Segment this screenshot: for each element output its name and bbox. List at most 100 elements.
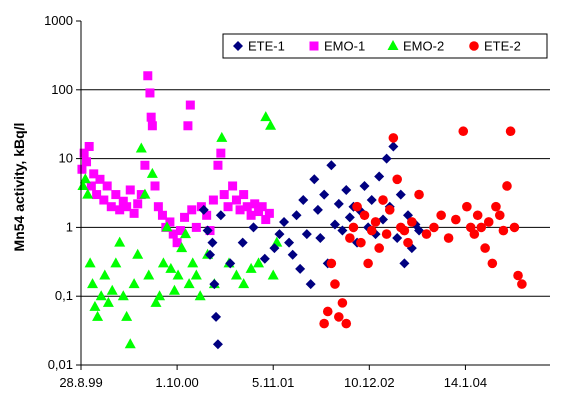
data-point <box>363 258 373 269</box>
data-point <box>140 160 150 170</box>
data-point <box>374 171 385 182</box>
data-point <box>216 131 228 142</box>
data-point <box>395 189 406 200</box>
data-point <box>388 133 399 143</box>
data-point <box>133 199 143 209</box>
data-point <box>267 269 279 280</box>
data-point <box>330 279 340 289</box>
legend-label: EMO-1 <box>324 39 365 54</box>
data-point <box>245 262 257 273</box>
data-point <box>187 205 197 215</box>
data-point <box>172 269 184 280</box>
data-point <box>505 126 516 137</box>
data-point <box>231 195 241 205</box>
data-point <box>175 226 185 236</box>
data-point <box>260 111 272 122</box>
data-point <box>230 269 242 280</box>
data-point <box>312 204 323 215</box>
data-point <box>284 237 295 248</box>
data-point <box>451 214 461 225</box>
data-point <box>472 210 483 221</box>
legend-marker <box>387 40 399 50</box>
data-point <box>213 160 223 170</box>
data-point <box>274 229 285 240</box>
data-point <box>378 195 388 205</box>
data-point <box>238 278 250 289</box>
data-point <box>337 225 348 236</box>
data-point <box>153 202 163 212</box>
data-point <box>180 228 192 239</box>
data-point <box>128 278 140 289</box>
legend-marker <box>233 41 243 51</box>
x-tick-label: 5.11.01 <box>252 375 294 390</box>
y-tick-label: 10 <box>59 151 73 166</box>
data-point <box>228 181 238 191</box>
data-point <box>392 174 402 185</box>
data-point <box>143 269 155 280</box>
data-point <box>388 141 399 152</box>
data-point <box>196 202 206 212</box>
x-tick-label: 28.8.99 <box>59 375 102 390</box>
data-point <box>82 157 92 167</box>
data-point <box>315 233 326 244</box>
data-point <box>239 190 249 200</box>
data-point <box>352 201 362 212</box>
data-point <box>366 225 377 236</box>
data-point <box>248 222 259 233</box>
data-point <box>99 195 109 205</box>
data-point <box>146 167 158 178</box>
legend-box <box>222 33 548 59</box>
legend-marker <box>469 41 479 51</box>
data-point <box>143 71 153 81</box>
data-point <box>146 112 156 122</box>
data-point <box>462 201 472 212</box>
data-point <box>250 199 260 209</box>
data-point <box>359 180 370 191</box>
data-point <box>79 148 89 158</box>
data-point <box>209 279 220 290</box>
series-emo-1 <box>77 71 274 248</box>
data-point <box>399 258 410 269</box>
data-point <box>202 210 212 220</box>
data-point <box>147 121 157 131</box>
data-point <box>202 225 213 236</box>
data-point <box>381 153 392 164</box>
data-point <box>102 181 112 191</box>
y-tick-label: 0,01 <box>48 357 73 372</box>
data-point <box>106 284 118 295</box>
data-point <box>414 225 425 236</box>
legend-label: ETE-2 <box>484 39 521 54</box>
data-point <box>183 278 195 289</box>
data-point <box>319 318 329 329</box>
y-tick-label: 100 <box>51 82 73 97</box>
data-point <box>392 233 403 244</box>
data-point <box>211 311 222 322</box>
data-point <box>407 217 417 227</box>
legend-label: ETE-1 <box>248 39 285 54</box>
data-point <box>139 188 151 199</box>
data-point <box>205 249 216 260</box>
data-point <box>374 243 384 253</box>
x-tick-label: 1.10.00 <box>155 375 198 390</box>
data-point <box>190 269 202 280</box>
tick-labels: 0,01 0,1 1 10 100 1000 28.8.99 1.10.00 5.11.01 10… <box>44 13 487 390</box>
data-point <box>513 270 523 281</box>
data-point <box>111 190 121 200</box>
data-point <box>494 210 505 221</box>
legend: ETE-1 EMO-1 EMO-2 ETE-2 <box>222 33 548 59</box>
data-point <box>381 229 392 239</box>
data-point <box>106 202 116 212</box>
series-ete-1 <box>198 141 425 350</box>
data-point <box>261 215 271 225</box>
data-point <box>487 258 498 269</box>
data-point <box>319 189 330 200</box>
data-point <box>329 219 340 230</box>
data-point <box>110 257 122 268</box>
data-point <box>366 195 377 206</box>
data-point <box>185 100 195 110</box>
x-tick-label: 14.1.04 <box>444 375 487 390</box>
data-point <box>253 257 265 268</box>
data-point <box>345 233 355 243</box>
data-point <box>309 174 320 185</box>
data-point <box>219 190 229 200</box>
